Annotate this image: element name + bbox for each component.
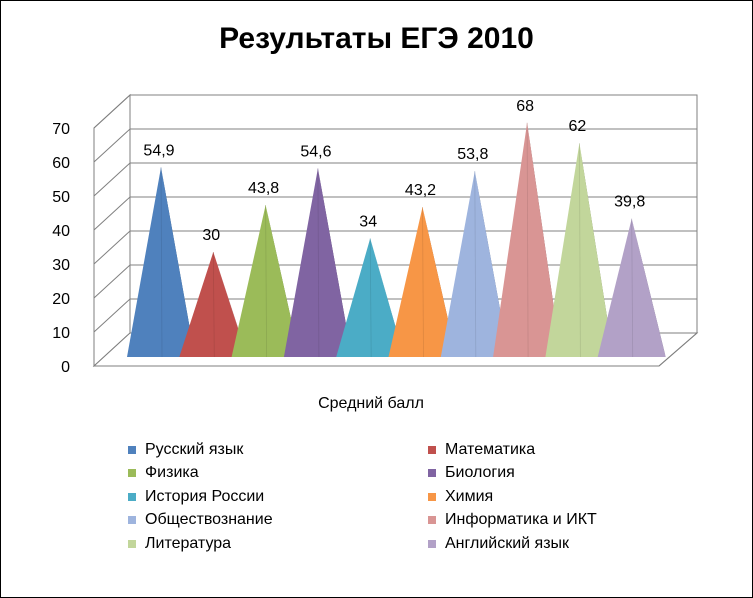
pyramid-face — [440, 171, 509, 357]
pyramid-face — [597, 218, 666, 357]
y-tick-label: 30 — [52, 257, 70, 274]
pyramid-face — [545, 143, 614, 357]
side-wall — [93, 93, 131, 368]
y-tick-label: 0 — [61, 359, 70, 376]
pyramid-face — [231, 205, 300, 357]
pyramid-ridge — [160, 167, 163, 358]
legend-label: История России — [145, 487, 265, 505]
chart-title: Результаты ЕГЭ 2010 — [219, 22, 534, 55]
legend-swatch — [128, 469, 136, 478]
pyramid-ridge — [526, 122, 529, 358]
legend-label: Биология — [445, 464, 515, 482]
data-label: 53,8 — [457, 146, 488, 163]
legend-swatch — [428, 492, 436, 501]
data-label: 68 — [516, 98, 534, 115]
gridline — [93, 230, 697, 265]
legend-swatch — [428, 469, 436, 478]
y-tick-label: 10 — [52, 325, 70, 342]
pyramid-ridge — [422, 207, 424, 358]
y-tick-label: 70 — [52, 121, 70, 138]
legend-item: Литература — [128, 532, 428, 556]
data-label: 43,2 — [405, 182, 436, 199]
pyramid-ridge — [317, 168, 320, 358]
legend-label: Русский язык — [145, 440, 244, 458]
pyramid-face — [388, 207, 457, 357]
legend-item: Информатика и ИКТ — [428, 509, 648, 533]
legend-swatch — [428, 516, 436, 525]
legend-swatch — [428, 539, 436, 548]
legend-label: Литература — [145, 534, 232, 552]
pyramid-ridge — [212, 251, 215, 358]
legend-item: Математика — [428, 438, 648, 462]
pyramid-ridge — [579, 143, 581, 358]
legend-label: Обществознание — [145, 511, 273, 529]
pyramid-face — [283, 168, 352, 357]
pyramid-face — [493, 122, 562, 357]
legend-swatch — [128, 445, 136, 454]
data-label: 43,8 — [248, 180, 279, 197]
x-axis-label: Средний балл — [318, 395, 424, 412]
data-label: 54,9 — [143, 142, 174, 159]
gridline — [93, 128, 697, 163]
y-tick-label: 20 — [52, 291, 70, 308]
pyramid-face — [127, 167, 195, 357]
data-label: 30 — [202, 227, 220, 244]
legend-swatch — [128, 516, 136, 525]
legend-swatch — [428, 445, 436, 454]
gridline — [93, 94, 697, 129]
legend: Русский язык Математика Физика Биология Исто… — [128, 438, 648, 556]
legend-item: Обществознание — [128, 509, 428, 533]
data-label: 54,6 — [300, 143, 331, 160]
data-label: 62 — [569, 118, 587, 135]
legend-item: Физика — [128, 462, 428, 486]
legend-item: Биология — [428, 462, 648, 486]
data-label: 39,8 — [614, 194, 645, 211]
pyramid-face — [336, 238, 405, 357]
gridline — [93, 162, 697, 197]
legend-swatch — [128, 539, 136, 548]
legend-label: Математика — [445, 440, 536, 458]
legend-swatch — [128, 492, 136, 501]
y-tick-label: 40 — [52, 223, 70, 240]
legend-label: Английский язык — [445, 534, 570, 552]
pyramid-face — [179, 252, 248, 357]
legend-label: Химия — [445, 487, 494, 505]
y-tick-label: 50 — [52, 189, 70, 206]
legend-item: История России — [128, 485, 428, 509]
legend-item: Английский язык — [428, 532, 648, 556]
gridline — [93, 196, 697, 231]
data-label: 34 — [359, 213, 377, 230]
pyramid-ridge — [474, 171, 477, 358]
pyramid-ridge — [369, 238, 372, 358]
y-tick-label: 60 — [52, 155, 70, 172]
legend-label: Физика — [145, 464, 199, 482]
legend-item: Химия — [428, 485, 648, 509]
pyramid-ridge — [631, 218, 634, 358]
pyramid-ridge — [265, 205, 267, 358]
legend-item: Русский язык — [128, 438, 428, 462]
legend-label: Информатика и ИКТ — [445, 511, 597, 529]
floor-side-edge — [658, 332, 698, 367]
